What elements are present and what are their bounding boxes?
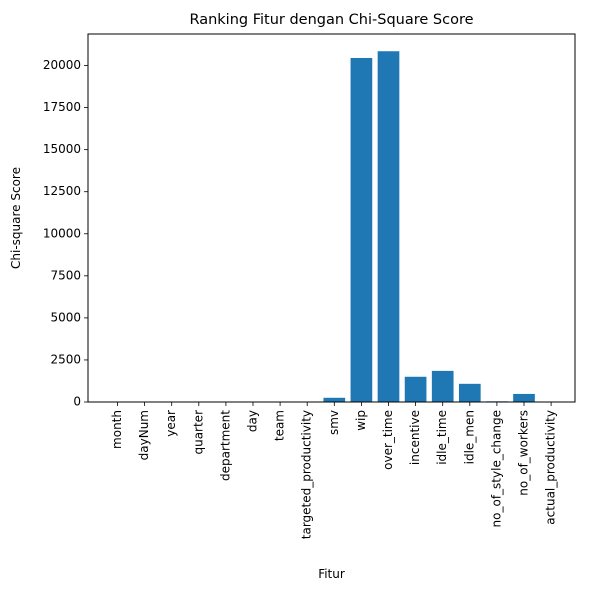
x-tick-label: smv xyxy=(327,410,341,435)
x-tick-label: idle_time xyxy=(435,410,449,465)
y-tick-label: 10000 xyxy=(43,226,81,240)
x-tick-label: incentive xyxy=(408,410,422,465)
bar-smv xyxy=(323,398,345,402)
bar-wip xyxy=(351,58,373,402)
bar-over-time xyxy=(378,51,400,402)
y-tick-label: 12500 xyxy=(43,184,81,198)
x-axis-label: Fitur xyxy=(318,567,345,581)
x-tick-label: no_of_style_change xyxy=(489,410,503,527)
y-tick-label: 17500 xyxy=(43,100,81,114)
x-tick-label: department xyxy=(218,410,232,481)
bar-idle-time xyxy=(432,371,454,402)
bar-no-of-workers xyxy=(513,394,535,402)
x-tick-label: year xyxy=(164,410,178,437)
bar-incentive xyxy=(405,377,427,402)
x-tick-label: no_of_workers xyxy=(517,410,531,496)
x-tick-label: actual_productivity xyxy=(544,410,558,525)
x-tick-label: targeted_productivity xyxy=(300,410,314,539)
y-axis-label: Chi-square Score xyxy=(9,167,23,269)
y-tick-label: 7500 xyxy=(50,268,81,282)
y-tick-label: 0 xyxy=(73,395,81,409)
chart-title: Ranking Fitur dengan Chi-Square Score xyxy=(189,12,473,28)
y-tick-label: 20000 xyxy=(43,58,81,72)
x-tick-label: team xyxy=(273,410,287,441)
x-tick-label: quarter xyxy=(191,410,205,455)
x-tick-label: wip xyxy=(354,410,368,431)
x-tick-label: idle_men xyxy=(462,410,476,464)
x-tick-label: day xyxy=(246,410,260,432)
y-tick-label: 15000 xyxy=(43,142,81,156)
y-tick-label: 2500 xyxy=(50,352,81,366)
x-tick-label: dayNum xyxy=(137,410,151,460)
y-tick-label: 5000 xyxy=(50,310,81,324)
bar-idle-men xyxy=(459,384,481,402)
x-tick-label: month xyxy=(110,410,124,449)
x-tick-label: over_time xyxy=(381,410,395,470)
